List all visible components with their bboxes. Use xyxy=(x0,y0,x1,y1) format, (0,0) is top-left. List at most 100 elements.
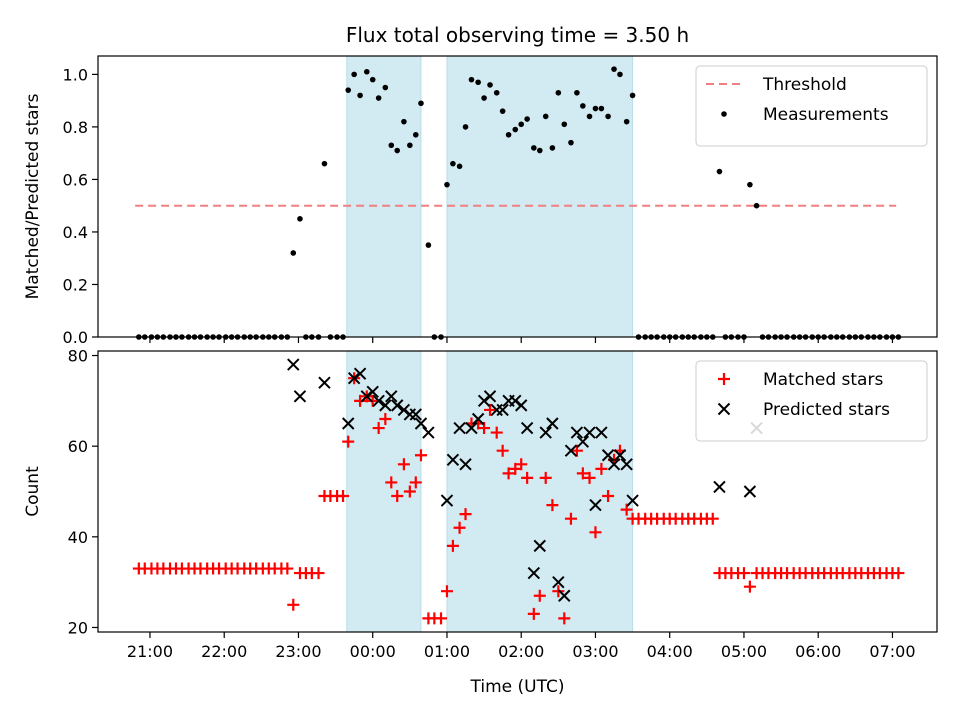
data-point xyxy=(388,142,395,149)
data-point xyxy=(459,508,472,521)
data-point xyxy=(620,458,633,471)
plot-frame xyxy=(97,55,938,338)
data-point xyxy=(576,435,590,448)
data-point xyxy=(713,480,726,494)
data-point xyxy=(620,503,633,516)
data-point xyxy=(369,76,376,83)
y-axis-label: Matched/Predicted stars xyxy=(23,93,43,299)
data-point xyxy=(487,82,493,88)
data-point xyxy=(459,458,472,471)
data-point xyxy=(287,358,300,371)
data-point xyxy=(570,426,584,439)
chart-title: Flux total observing time = 3.50 h xyxy=(346,23,689,47)
data-point xyxy=(716,168,723,175)
data-point xyxy=(425,242,432,248)
y-tick-label: 1.0 xyxy=(63,65,88,84)
legend-box xyxy=(695,360,928,442)
data-point xyxy=(418,100,424,107)
data-point xyxy=(552,575,565,589)
data-point xyxy=(444,181,450,188)
data-point xyxy=(337,490,350,503)
data-point xyxy=(446,539,459,552)
data-point xyxy=(446,453,460,466)
data-point xyxy=(372,422,385,435)
data-point xyxy=(521,471,534,484)
data-point xyxy=(422,426,435,439)
data-point xyxy=(450,160,456,167)
data-point xyxy=(574,89,580,96)
data-point xyxy=(409,476,422,489)
data-point xyxy=(440,585,453,598)
data-point xyxy=(493,89,500,96)
data-point xyxy=(558,589,571,602)
x-tick-label: 23:00 xyxy=(275,642,321,661)
legend-label: Matched stars xyxy=(763,370,883,390)
y-tick-label: 0.2 xyxy=(63,275,88,294)
data-point xyxy=(385,390,398,403)
data-point xyxy=(490,426,503,439)
data-point xyxy=(580,103,586,109)
data-point xyxy=(475,79,481,86)
data-point xyxy=(602,490,615,503)
data-point xyxy=(589,498,602,512)
y-tick-label: 0.0 xyxy=(63,328,88,347)
data-point xyxy=(409,408,422,421)
data-point xyxy=(546,417,559,430)
data-point xyxy=(357,92,363,99)
data-point xyxy=(598,105,605,112)
legend: Threshold Measurements xyxy=(695,65,928,147)
observing-interval xyxy=(446,350,634,633)
data-point xyxy=(287,598,300,611)
legend-label: Measurements xyxy=(763,105,889,125)
data-point xyxy=(542,113,549,120)
data-point xyxy=(481,95,487,101)
data-point xyxy=(518,121,525,128)
data-point xyxy=(737,567,750,580)
data-point xyxy=(546,499,559,512)
data-point xyxy=(375,95,382,101)
data-point xyxy=(281,562,294,575)
data-point xyxy=(753,202,760,209)
data-point xyxy=(453,421,466,435)
data-point xyxy=(382,84,389,91)
data-point xyxy=(297,216,303,222)
panel-1: 0.0 0.2 0.4 0.6 0.8 1.0 Matched/Predicted star… xyxy=(23,55,938,347)
y-tick-label: 40 xyxy=(68,528,88,547)
data-point xyxy=(397,458,410,471)
data-point xyxy=(353,367,367,380)
data-point xyxy=(354,394,367,407)
data-point xyxy=(613,449,627,462)
observing-interval xyxy=(446,55,634,338)
data-point xyxy=(385,476,398,489)
data-point xyxy=(515,399,528,412)
x-tick-label: 22:00 xyxy=(201,642,247,661)
data-point xyxy=(379,399,392,412)
data-point xyxy=(412,131,419,138)
data-point xyxy=(401,118,407,125)
y-tick-label: 80 xyxy=(68,347,88,366)
legend-box xyxy=(695,65,928,147)
data-point xyxy=(505,131,512,138)
y-tick-label: 60 xyxy=(68,437,88,456)
data-point xyxy=(478,422,491,435)
data-point xyxy=(520,421,534,435)
data-point xyxy=(379,412,392,425)
data-point xyxy=(290,250,297,256)
x-tick-label: 05:00 xyxy=(721,642,767,661)
y-tick-label: 0.6 xyxy=(63,170,88,189)
data-point xyxy=(366,385,379,398)
data-point xyxy=(499,108,506,114)
x-tick-label: 03:00 xyxy=(572,642,618,661)
x-axis-label: Time (UTC) xyxy=(470,677,565,697)
data-point xyxy=(342,417,355,430)
data-point xyxy=(394,147,401,154)
data-point xyxy=(629,92,636,99)
data-point xyxy=(589,526,602,539)
data-point xyxy=(706,512,719,525)
data-point xyxy=(453,521,466,534)
data-point xyxy=(407,142,413,149)
data-point xyxy=(524,116,530,122)
data-point xyxy=(435,612,448,625)
data-point xyxy=(468,76,475,83)
